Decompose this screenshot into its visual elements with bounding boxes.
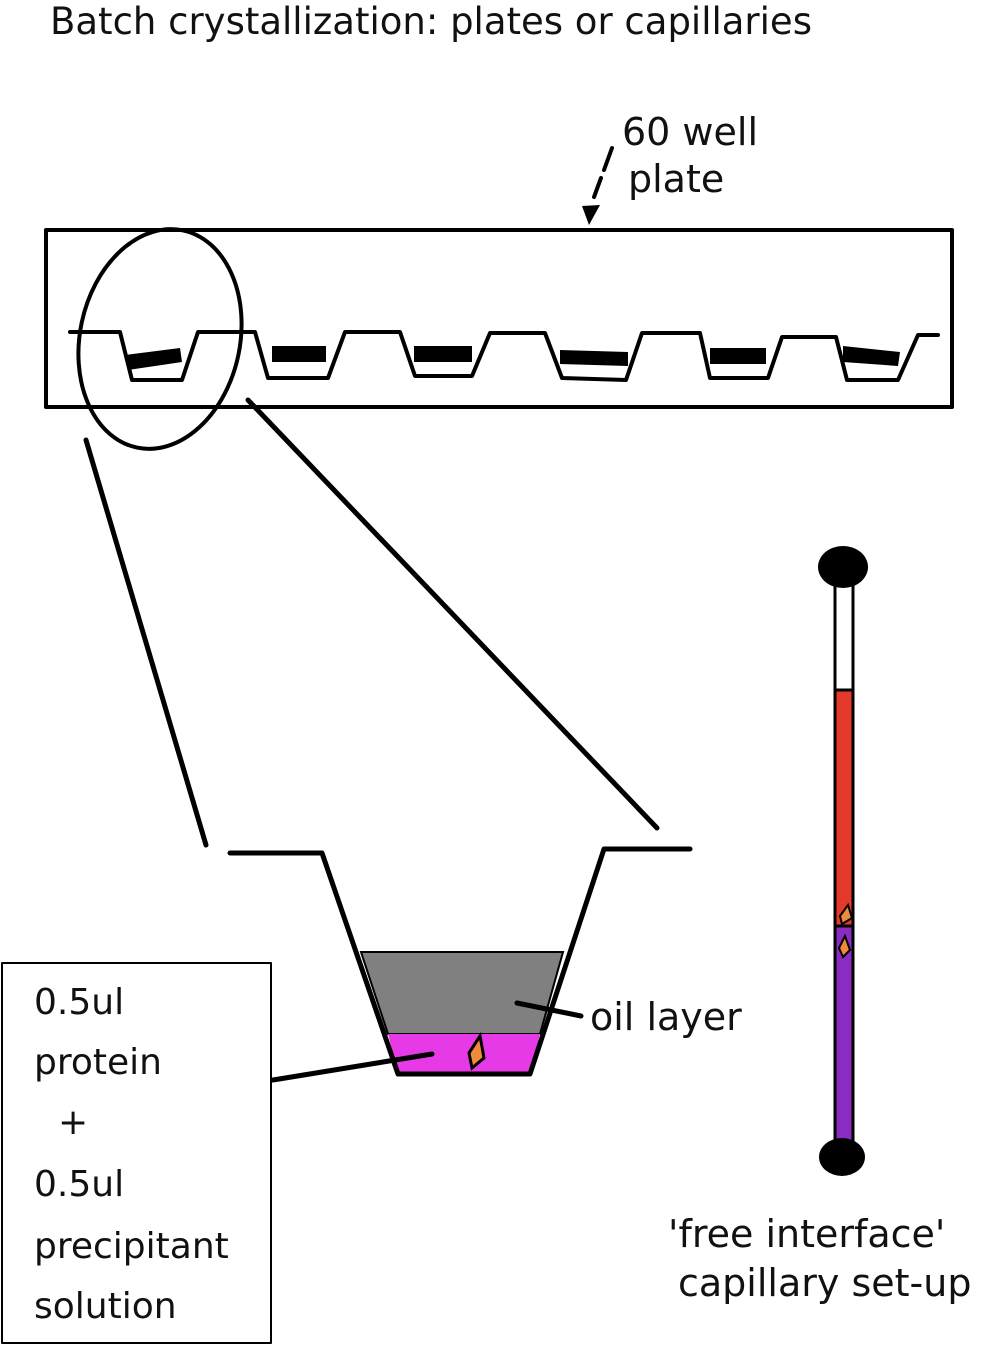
oil-pointer — [514, 1000, 584, 1019]
drop-line-5: precipitant — [34, 1226, 229, 1267]
capillary-top-seal — [818, 546, 868, 588]
plate-label-line2: plate — [628, 157, 724, 201]
capillary-label-line2: capillary set-up — [678, 1261, 971, 1305]
capillary-label-line1: 'free interface' — [668, 1212, 945, 1256]
capillary-bottom-seal — [819, 1138, 865, 1176]
drop-line-2: protein — [34, 1042, 162, 1083]
plate-arrow — [582, 146, 614, 225]
crystal-icon — [467, 1032, 486, 1071]
drop-solution — [388, 1034, 540, 1074]
oil-layer — [359, 951, 565, 1035]
magnifier-ellipse — [76, 227, 244, 451]
drop-line-4: 0.5ul — [34, 1164, 124, 1205]
drop-line-1: 0.5ul — [34, 982, 124, 1023]
plate-label-line1: 60 well — [622, 110, 758, 154]
crystal-icon-capillary-1 — [838, 902, 854, 926]
drop-description-box — [1, 962, 272, 1344]
crystal-icon-capillary-2 — [837, 933, 852, 959]
oil-label: oil layer — [590, 995, 742, 1039]
zoom-line-right — [245, 397, 660, 831]
drop-pointer — [270, 1051, 435, 1083]
diagram-title: Batch crystallization: plates or capilla… — [50, 0, 812, 43]
enlarged-well — [227, 846, 693, 1077]
capillary — [818, 546, 868, 1176]
plate-drops — [125, 346, 900, 370]
well-plate — [44, 228, 954, 409]
plate-well-profile — [68, 330, 940, 382]
drop-line-3: + — [58, 1102, 88, 1143]
drop-line-6: solution — [34, 1286, 177, 1327]
zoom-line-left — [83, 437, 209, 848]
